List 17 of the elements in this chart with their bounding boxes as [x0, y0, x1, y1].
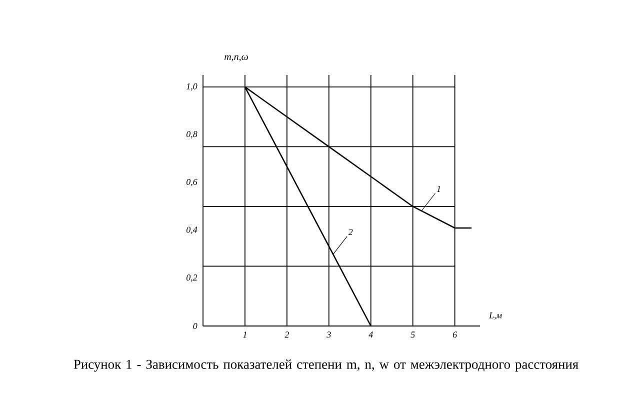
x-tick-label: 6: [452, 332, 458, 338]
x-tick-label: 3: [326, 332, 331, 338]
annotation: 1: [436, 186, 440, 192]
x-tick-label: 1: [243, 332, 246, 338]
y-tick-label: 0: [193, 322, 198, 330]
x-tick-label: 5: [410, 332, 415, 338]
text: Рисунок 1 - Зависимость показателей степени m, n, w от межэлектродного расстояния: [74, 360, 578, 372]
y-axis-title: m,n,ω: [224, 55, 248, 62]
x-tick-label: 4: [368, 332, 373, 338]
y-tick-label: 0,6: [186, 178, 198, 186]
annotation: 2: [348, 229, 353, 235]
y-tick-label: 0,4: [186, 226, 198, 234]
y-tick-label: 1,0: [186, 83, 198, 91]
y-tick-label: 0,8: [186, 131, 198, 138]
y-tick-label: 0,2: [186, 274, 198, 282]
x-axis-title: L,м: [488, 312, 502, 320]
x-tick-label: 2: [284, 332, 289, 338]
